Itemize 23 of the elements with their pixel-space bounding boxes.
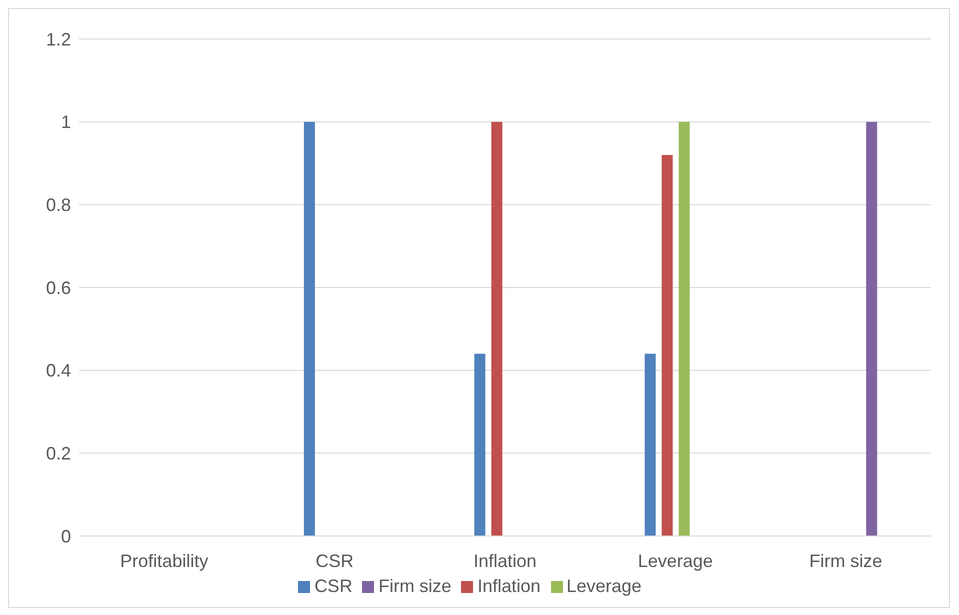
x-tick-label: CSR xyxy=(316,550,354,571)
legend-label: Inflation xyxy=(477,576,540,596)
legend-label: Leverage xyxy=(566,576,642,596)
y-tick-label: 0.8 xyxy=(46,195,71,216)
y-tick-label: 0.4 xyxy=(46,360,71,381)
bar xyxy=(678,122,690,536)
bar xyxy=(304,122,315,536)
y-tick-label: 1 xyxy=(60,112,71,132)
y-tick-label: 0.2 xyxy=(46,444,71,464)
x-tick-label: Profitability xyxy=(120,550,208,571)
bar xyxy=(662,154,673,536)
legend-label: CSR xyxy=(314,576,352,596)
x-tick-label: Firm size xyxy=(809,550,882,571)
bar xyxy=(474,354,486,536)
y-tick-label: 0 xyxy=(60,526,71,546)
legend-label: Firm size xyxy=(378,576,452,596)
bar xyxy=(644,354,656,536)
bar xyxy=(866,122,878,536)
x-tick-label: Leverage xyxy=(638,550,713,571)
y-tick-label: 0.6 xyxy=(46,278,71,298)
x-tick-label: Inflation xyxy=(473,550,537,571)
bar xyxy=(491,122,502,536)
y-tick-label: 1.2 xyxy=(46,29,71,50)
